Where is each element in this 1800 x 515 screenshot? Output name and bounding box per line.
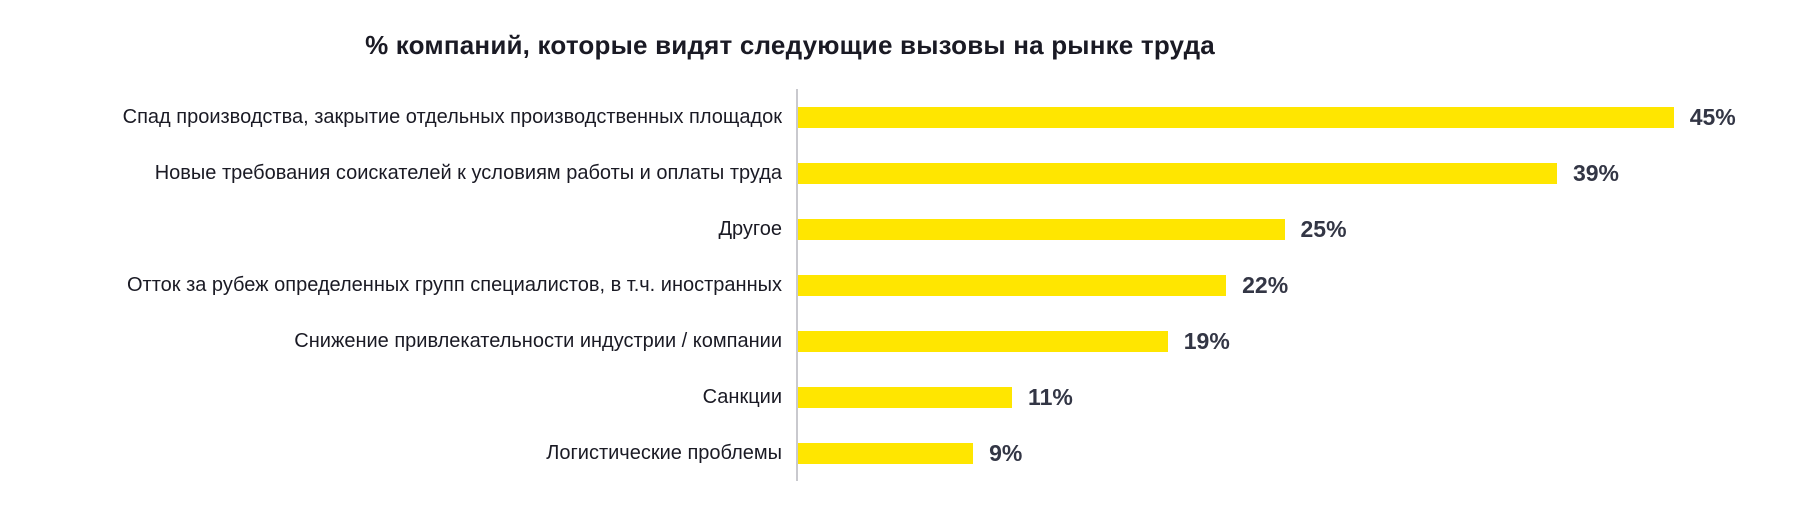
bar: [798, 442, 974, 464]
plot-cell: 25%: [796, 201, 1771, 257]
value-label: 25%: [1300, 215, 1347, 242]
chart-row: Спад производства, закрытие отдельных пр…: [0, 89, 1800, 145]
category-label: Отток за рубеж определенных групп специа…: [127, 274, 782, 296]
chart-row: Отток за рубеж определенных групп специа…: [0, 257, 1800, 313]
bar: [798, 274, 1227, 296]
chart-row: Логистические проблемы 9%: [0, 425, 1800, 481]
plot-cell: 19%: [796, 313, 1771, 369]
value-label: 9%: [989, 439, 1023, 466]
value-label: 19%: [1183, 327, 1230, 354]
bar: [798, 162, 1557, 184]
bar: [798, 218, 1285, 240]
chart-row: Другое 25%: [0, 201, 1800, 257]
chart-row: Снижение привлекательности индустрии / к…: [0, 313, 1800, 369]
bar-chart-figure: % компаний, которые видят следующие вызо…: [0, 30, 1800, 515]
category-label: Спад производства, закрытие отдельных пр…: [122, 106, 782, 128]
category-label: Логистические проблемы: [546, 442, 782, 464]
category-label: Другое: [718, 218, 782, 240]
category-label: Санкции: [702, 386, 782, 408]
plot-cell: 22%: [796, 257, 1771, 313]
bar: [798, 330, 1168, 352]
plot-cell: 9%: [796, 425, 1771, 481]
chart-row: Новые требования соискателей к условиям …: [0, 145, 1800, 201]
plot-cell: 39%: [796, 145, 1771, 201]
plot-cell: 45%: [796, 89, 1771, 145]
category-label: Снижение привлекательности индустрии / к…: [294, 330, 782, 352]
chart-row: Санкции 11%: [0, 369, 1800, 425]
value-label: 39%: [1572, 159, 1619, 186]
value-label: 22%: [1242, 271, 1289, 298]
chart-title: % компаний, которые видят следующие вызо…: [365, 30, 1215, 60]
value-label: 45%: [1689, 103, 1736, 130]
chart-area: Спад производства, закрытие отдельных пр…: [0, 89, 1800, 481]
bar: [798, 386, 1013, 408]
category-label: Новые требования соискателей к условиям …: [154, 162, 782, 184]
bar: [798, 106, 1674, 128]
plot-cell: 11%: [796, 369, 1771, 425]
value-label: 11%: [1028, 383, 1073, 410]
